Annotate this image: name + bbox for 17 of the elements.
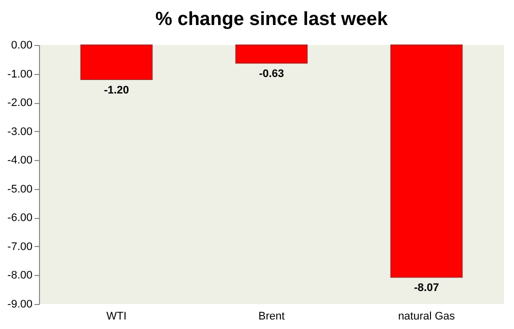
y-tick-label: -5.00 bbox=[7, 183, 32, 196]
y-tick-label: -7.00 bbox=[7, 240, 32, 253]
y-tick-label: -6.00 bbox=[7, 212, 32, 224]
y-tick-label: -4.00 bbox=[7, 154, 32, 167]
data-label: -1.20 bbox=[104, 84, 130, 97]
y-tick-label: -1.00 bbox=[7, 68, 32, 80]
x-tick-label: Brent bbox=[258, 310, 285, 322]
x-tick-label: natural Gas bbox=[398, 310, 456, 322]
data-label: -0.63 bbox=[258, 68, 284, 80]
chart-title: % change since last week bbox=[155, 9, 388, 30]
y-tick-label: -2.00 bbox=[7, 97, 32, 110]
y-tick-label: 0.00 bbox=[11, 40, 32, 52]
y-tick-label: -9.00 bbox=[7, 298, 32, 310]
data-label: -8.07 bbox=[414, 282, 440, 294]
y-tick-label: -3.00 bbox=[7, 126, 32, 138]
x-tick-label: WTI bbox=[106, 310, 127, 322]
y-tick-label: -8.00 bbox=[7, 270, 32, 282]
